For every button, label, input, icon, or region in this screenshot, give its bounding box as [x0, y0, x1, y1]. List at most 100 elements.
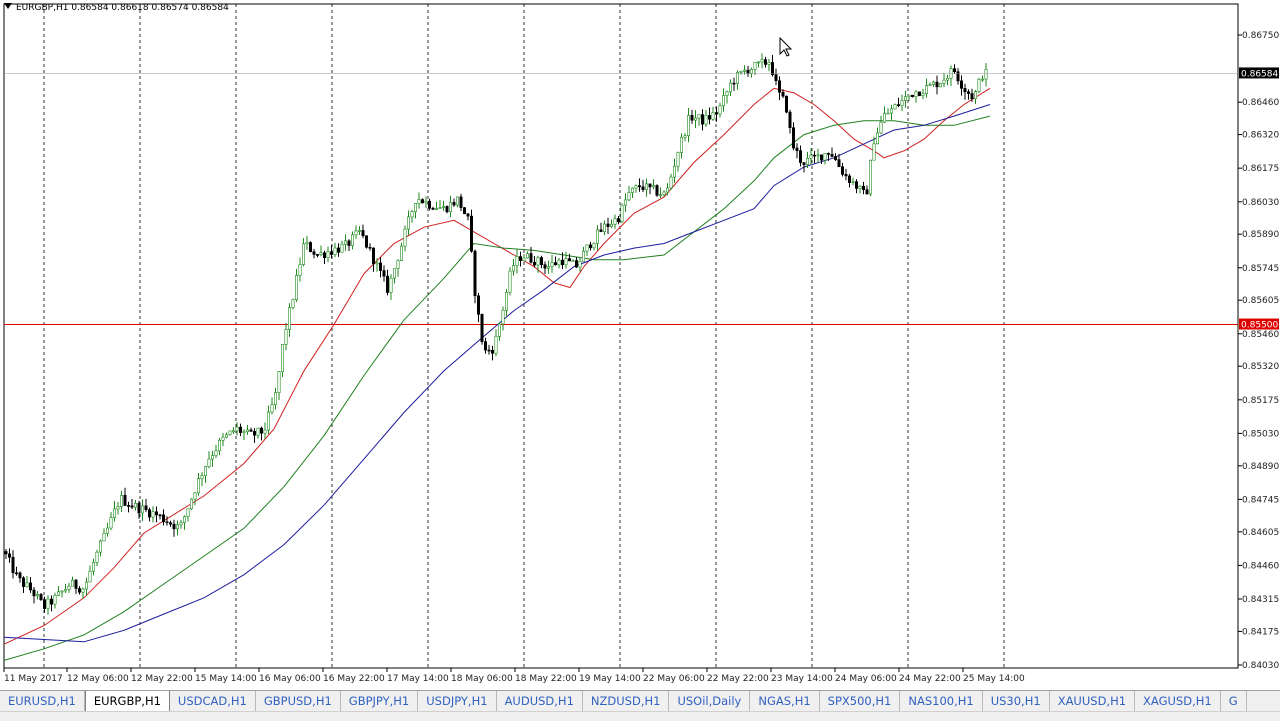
chart-tab[interactable]: EURGBP,H1	[84, 691, 170, 711]
candle-body	[980, 78, 984, 81]
candle-body	[924, 85, 928, 94]
candle-body	[340, 243, 344, 253]
chart-tab[interactable]: GBPUSD,H1	[256, 691, 341, 711]
y-tick-label: 0.85320	[1242, 362, 1279, 372]
candle-body	[707, 115, 711, 120]
x-tick-label: 12 May 22:00	[131, 674, 193, 684]
x-tick-label: 12 May 06:00	[67, 674, 129, 684]
chart-tab[interactable]: USDCAD,H1	[170, 691, 256, 711]
candle-body	[333, 247, 337, 255]
price-chart[interactable]: 0.86750 0.86460 0.86320 0.86175 0.86030 0.858…	[0, 0, 1280, 690]
x-tick-label: 18 May 06:00	[451, 674, 513, 684]
candle-body	[109, 517, 113, 529]
candle-body	[711, 112, 715, 120]
candle-body	[308, 242, 312, 252]
candle-body	[907, 94, 911, 97]
status-bar	[0, 711, 1280, 721]
candle-body	[672, 165, 676, 178]
candle-body	[466, 213, 470, 217]
candle-body	[872, 143, 876, 161]
bid-price-tag	[1239, 67, 1279, 79]
candle-body	[676, 152, 680, 167]
candle-body	[735, 72, 739, 84]
candle-body	[518, 256, 522, 261]
candle-body	[134, 503, 138, 508]
candle-body	[165, 521, 169, 524]
candle-body	[322, 252, 326, 258]
candle-body	[85, 581, 89, 590]
candle-body	[952, 68, 956, 73]
candle-body	[564, 258, 568, 266]
candle-body	[151, 511, 155, 518]
chart-tab[interactable]: NGAS,H1	[750, 691, 820, 711]
candle-body	[305, 242, 309, 245]
candle-body	[287, 307, 291, 330]
chart-tab[interactable]: XAUUSD,H1	[1050, 691, 1136, 711]
candle-body	[15, 572, 19, 575]
candle-body	[861, 185, 865, 190]
candle-body	[725, 91, 729, 96]
candle-body	[78, 588, 82, 593]
chart-tab[interactable]: SPX500,H1	[820, 691, 901, 711]
chart-tab[interactable]: GBPJPY,H1	[341, 691, 419, 711]
candle-body	[795, 147, 799, 151]
candle-body	[602, 223, 606, 232]
chart-tab[interactable]: US30,H1	[983, 691, 1050, 711]
candle-body	[186, 508, 190, 517]
chart-tab[interactable]: NZDUSD,H1	[583, 691, 670, 711]
chart-tab[interactable]: USDJPY,H1	[418, 691, 497, 711]
candle-body	[417, 199, 421, 204]
candle-body	[113, 508, 117, 518]
candle-body	[301, 243, 305, 265]
candle-body	[21, 577, 25, 587]
candle-body	[627, 192, 631, 201]
candle-body	[742, 69, 746, 72]
candle-body	[183, 516, 187, 523]
candle-body	[662, 191, 666, 195]
candle-body	[64, 589, 68, 592]
chart-tab[interactable]: AUDUSD,H1	[497, 691, 583, 711]
candle-body	[25, 582, 29, 587]
level-price-tag	[1239, 318, 1279, 330]
candle-body	[211, 455, 215, 460]
candle-body	[557, 259, 561, 266]
candle-body	[158, 514, 162, 517]
candle-body	[550, 262, 554, 267]
candle-body	[651, 185, 655, 188]
y-tick-label: 0.84175	[1242, 627, 1279, 637]
chart-menu-arrow-icon[interactable]	[4, 3, 12, 9]
candle-body	[669, 176, 673, 189]
candle-body	[294, 275, 298, 300]
x-tick-label: 17 May 14:00	[387, 674, 449, 684]
candle-body	[410, 211, 414, 218]
candle-body	[956, 71, 960, 82]
x-tick-label: 22 May 06:00	[643, 674, 705, 684]
chart-tab[interactable]: EURUSD,H1	[0, 691, 85, 711]
y-tick-label: 0.86030	[1242, 198, 1279, 208]
candle-body	[882, 113, 886, 123]
candle-body	[851, 181, 855, 183]
candle-body	[767, 62, 771, 65]
chart-tab[interactable]: NAS100,H1	[900, 691, 983, 711]
candle-body	[770, 62, 774, 75]
candle-body	[81, 588, 85, 593]
candle-body	[95, 551, 99, 563]
candle-body	[312, 251, 316, 255]
candle-body	[445, 206, 449, 213]
candle-body	[399, 245, 403, 261]
candle-body	[903, 96, 907, 101]
chart-canvas[interactable]: 0.86750 0.86460 0.86320 0.86175 0.86030 0.858…	[0, 0, 1280, 690]
chart-tab[interactable]: USOil,Daily	[669, 691, 751, 711]
candle-body	[893, 104, 897, 110]
candle-body	[232, 430, 236, 433]
candle-body	[945, 77, 949, 81]
y-tick-label: 0.86175	[1242, 164, 1279, 174]
chart-tab[interactable]: XAGUSD,H1	[1135, 691, 1221, 711]
candle-body	[361, 230, 365, 237]
bid-price-label: 0.86584	[1241, 69, 1278, 79]
chart-tabs-bar: EURUSD,H1 EURGBP,H1 USDCAD,H1 GBPUSD,H1 GBPJ…	[0, 690, 1280, 711]
chart-tab[interactable]: G	[1221, 691, 1247, 711]
candle-body	[753, 62, 757, 70]
candle-body	[963, 88, 967, 93]
candle-body	[623, 199, 627, 206]
